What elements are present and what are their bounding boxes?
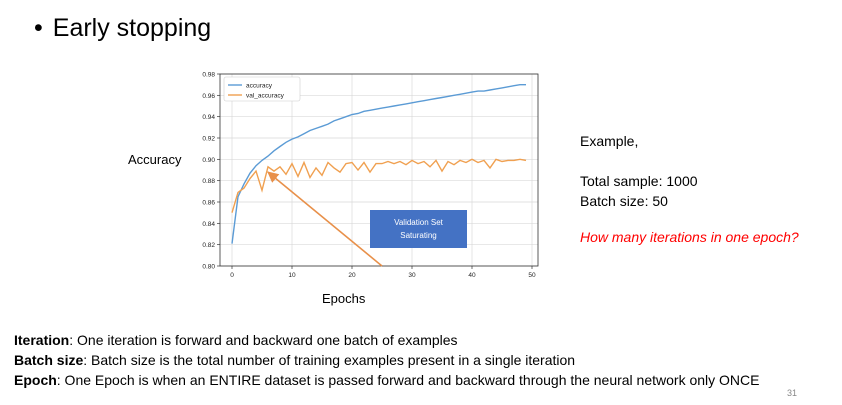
definition-row: Batch size: Batch size is the total numb… [14, 350, 759, 370]
x-tick-label: 10 [288, 272, 296, 279]
y-tick-label: 0.82 [202, 242, 215, 249]
y-axis-label: Accuracy [128, 152, 182, 167]
definition-text: : One Epoch is when an ENTIRE dataset is… [56, 372, 760, 388]
chart-annotation: Validation Set Saturating [267, 171, 467, 267]
definition-term: Batch size [14, 352, 84, 368]
series-line-val-accuracy [231, 158, 527, 213]
y-tick-label: 0.92 [202, 136, 215, 143]
example-question: How many iterations in one epoch? [580, 229, 799, 245]
y-ticks: 0.80 0.82 0.84 0.86 0.88 0.90 0.92 0.94 0.96 0.98 [202, 72, 220, 271]
definition-term: Iteration [14, 332, 70, 348]
x-tick-label: 20 [348, 272, 356, 279]
definition-text: : One iteration is forward and backward … [69, 332, 458, 348]
x-tick-label: 40 [468, 272, 476, 279]
plot-frame [219, 73, 539, 267]
definitions-list: Iteration: One iteration is forward and … [14, 330, 759, 390]
legend-label: val_accuracy [246, 93, 285, 100]
definition-row: Iteration: One iteration is forward and … [14, 330, 759, 350]
series-line-accuracy [231, 84, 526, 244]
slide-title: • Early stopping [34, 14, 211, 43]
annotation-box [370, 210, 467, 248]
example-panel: Example, Total sample: 1000 Batch size: … [580, 131, 698, 211]
x-ticks: 0 10 20 30 40 50 [230, 266, 536, 279]
y-tick-label: 0.86 [202, 200, 215, 207]
definition-term: Epoch [14, 372, 57, 388]
y-tick-label: 0.94 [202, 114, 215, 121]
y-tick-label: 0.90 [202, 157, 215, 164]
title-bullet: • [34, 14, 43, 42]
y-tick-label: 0.80 [202, 264, 215, 271]
x-tick-label: 0 [230, 272, 234, 279]
legend-box [223, 76, 301, 102]
y-tick-label: 0.98 [202, 72, 215, 79]
definition-row: Epoch: One Epoch is when an ENTIRE datas… [14, 370, 759, 390]
x-axis-label: Epochs [322, 291, 366, 306]
x-tick-label: 30 [408, 272, 416, 279]
example-batch-size: Batch size: 50 [580, 193, 668, 209]
example-heading: Example, [580, 133, 639, 149]
definition-text: : Batch size is the total number of trai… [83, 352, 576, 368]
page-number: 31 [787, 388, 798, 398]
title-text: Early stopping [52, 14, 212, 42]
accuracy-chart: 0.80 0.82 0.84 0.86 0.88 0.90 0.92 0.94 0.96 0.98… [202, 72, 539, 279]
y-tick-label: 0.88 [202, 178, 215, 185]
chart-legend: accuracy val_accuracy [223, 76, 301, 102]
legend-label: accuracy [246, 83, 273, 90]
y-tick-label: 0.84 [202, 221, 215, 228]
x-tick-label: 50 [528, 272, 536, 279]
annotation-text: Validation Set [394, 218, 444, 227]
annotation-text: Saturating [400, 231, 436, 240]
chart-series [231, 84, 527, 244]
example-total-sample: Total sample: 1000 [580, 173, 698, 189]
annotation-arrow [267, 171, 383, 267]
y-tick-label: 0.96 [202, 93, 215, 100]
